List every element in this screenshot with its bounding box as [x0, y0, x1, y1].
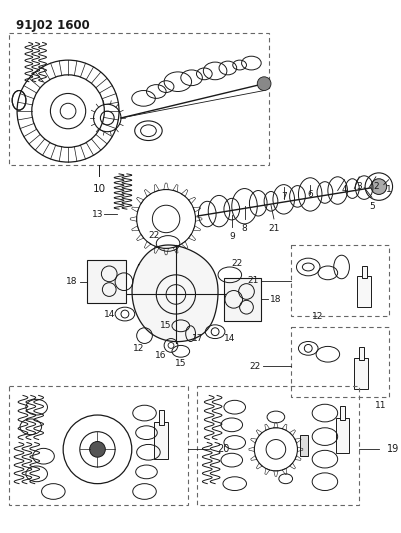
Text: 19: 19 — [387, 445, 399, 454]
Text: 4: 4 — [342, 184, 347, 193]
Text: 12: 12 — [133, 344, 144, 353]
Circle shape — [90, 441, 105, 457]
Text: 21: 21 — [268, 224, 279, 233]
Bar — [9, 385, 188, 505]
Bar — [9, 33, 269, 165]
Text: 10: 10 — [93, 184, 106, 193]
Bar — [291, 245, 389, 316]
Bar — [224, 278, 261, 321]
Text: 16: 16 — [156, 351, 167, 360]
Bar — [87, 260, 126, 303]
Bar — [300, 434, 308, 456]
Text: 3: 3 — [356, 182, 362, 191]
Text: 2: 2 — [373, 182, 379, 191]
Bar — [197, 385, 359, 505]
Circle shape — [371, 179, 387, 195]
Bar — [354, 358, 368, 389]
Text: 13: 13 — [92, 209, 103, 219]
Text: 14: 14 — [103, 310, 115, 319]
Text: 6: 6 — [307, 190, 313, 198]
Bar — [359, 348, 364, 360]
Text: 1: 1 — [386, 184, 391, 193]
Text: 14: 14 — [224, 334, 235, 343]
Text: 7: 7 — [281, 191, 287, 200]
Text: 20: 20 — [217, 445, 229, 454]
Bar — [357, 276, 371, 307]
Bar — [154, 422, 168, 459]
Text: 91J02 1600: 91J02 1600 — [16, 19, 90, 32]
Text: 22: 22 — [250, 361, 261, 370]
Polygon shape — [132, 245, 218, 342]
Text: 21: 21 — [248, 276, 259, 285]
Text: 22: 22 — [149, 231, 160, 240]
Bar — [159, 410, 164, 425]
Text: 9: 9 — [229, 232, 235, 241]
Bar — [291, 327, 389, 398]
Text: 18: 18 — [66, 277, 78, 286]
Text: 22: 22 — [231, 259, 242, 268]
Bar — [336, 418, 349, 453]
Text: 18: 18 — [270, 295, 282, 304]
Text: 8: 8 — [242, 224, 247, 233]
Bar — [362, 266, 367, 278]
Text: 11: 11 — [375, 401, 387, 410]
Text: 12: 12 — [312, 312, 324, 321]
Text: 15: 15 — [160, 321, 172, 330]
Bar — [340, 406, 345, 421]
Text: 5: 5 — [369, 203, 375, 211]
Circle shape — [257, 77, 271, 91]
Text: 17: 17 — [192, 334, 203, 343]
Text: 15: 15 — [175, 359, 186, 368]
